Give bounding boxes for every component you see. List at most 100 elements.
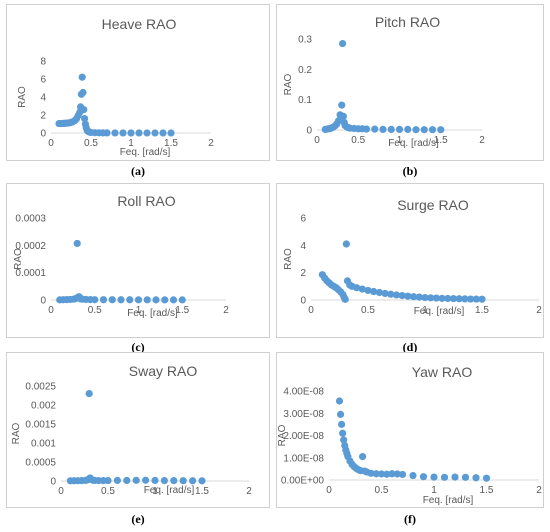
data-point xyxy=(339,112,347,120)
x-tick-label: 1.5 xyxy=(164,138,178,149)
y-tick-label: 0.2 xyxy=(298,65,312,76)
x-tick-label: 0 xyxy=(48,138,54,149)
data-point xyxy=(410,293,418,301)
x-tick-label: 0.5 xyxy=(84,138,98,149)
data-point xyxy=(398,292,406,300)
x-axis-label: Feq. [rad/s] xyxy=(414,306,465,317)
y-tick-label: 3.00E-08 xyxy=(283,409,324,420)
chart-panel-pitch: Pitch RAO 0 0.5 1 1.5 2 0 0.1 0.2 0.3 Feq. [rad/s]… xyxy=(276,4,544,161)
chart-title: Surge RAO xyxy=(397,197,469,213)
x-tick-label: 0.5 xyxy=(101,486,115,497)
x-tick-label: 0 xyxy=(326,485,332,496)
heave-chart-svg: Heave RAO 0 0.5 1 1.5 2 0 2 4 6 8 Feq. [rad/s] RAO xyxy=(17,16,214,158)
data-point xyxy=(126,296,134,304)
data-point xyxy=(419,473,428,481)
data-point xyxy=(167,129,175,137)
pitch-chart-svg: Pitch RAO 0 0.5 1 1.5 2 0 0.1 0.2 0.3 Feq. [rad/s]… xyxy=(283,14,485,149)
y-tick-label: 2 xyxy=(40,111,46,122)
data-point xyxy=(455,295,463,303)
data-point xyxy=(451,473,459,481)
data-point xyxy=(472,474,480,482)
x-tick-label: 2 xyxy=(536,305,542,316)
y-tick-label: 6 xyxy=(300,214,306,225)
data-point xyxy=(178,296,186,304)
x-tick-label: 2 xyxy=(208,138,214,149)
data-point xyxy=(379,125,387,133)
data-point xyxy=(81,115,89,123)
y-tick-label: 2.00E-08 xyxy=(283,431,324,442)
data-point xyxy=(362,125,371,133)
chart-title: Sway RAO xyxy=(129,363,198,379)
x-axis-label: Feq. [rad/s] xyxy=(120,147,171,158)
data-point xyxy=(392,291,401,299)
data-point xyxy=(127,129,135,137)
data-point xyxy=(404,125,412,133)
data-point xyxy=(80,106,88,114)
y-tick-label: 1.00E-08 xyxy=(283,453,324,464)
data-point xyxy=(472,295,480,303)
data-point xyxy=(342,240,350,248)
data-point xyxy=(383,470,391,478)
caption-e: (e) xyxy=(131,512,145,526)
data-point xyxy=(381,289,389,298)
data-point xyxy=(198,477,206,485)
data-point xyxy=(78,73,86,81)
x-tick-label: 1.5 xyxy=(195,486,209,497)
y-tick-label: 0.0025 xyxy=(25,382,56,393)
data-point xyxy=(358,285,366,293)
chart-title: Roll RAO xyxy=(117,193,175,209)
data-point xyxy=(151,129,159,137)
data-point xyxy=(398,470,407,479)
data-point xyxy=(170,477,178,485)
x-tick-label: 0.5 xyxy=(88,305,102,316)
y-axis-label: RAO xyxy=(283,73,294,95)
data-point xyxy=(123,476,131,485)
chart-panel-yaw: Yaw RAO 0 0.5 1 1.5 2 0.00E+00 1.00E-08 2.00E-08… xyxy=(276,352,544,508)
x-tick-label: 1.5 xyxy=(475,305,489,316)
data-point xyxy=(338,101,346,109)
y-tick-label: 0.0001 xyxy=(15,268,46,279)
data-point xyxy=(159,129,167,137)
data-point xyxy=(336,410,345,418)
data-point xyxy=(449,295,458,303)
data-point xyxy=(393,470,401,478)
data-point xyxy=(371,125,379,133)
y-axis-label: RAO xyxy=(277,424,288,446)
y-axis-label: RAO xyxy=(17,86,28,108)
data-point xyxy=(461,473,470,481)
data-point xyxy=(73,239,81,248)
y-tick-label: 0.0015 xyxy=(25,420,56,431)
surge-chart-svg: Surge RAO 0 0.5 1 1.5 2 0 2 4 6 Feq. [rad/s] RAO xyxy=(283,197,542,317)
x-tick-label: 2 xyxy=(536,485,542,496)
data-point xyxy=(152,296,160,304)
data-point xyxy=(142,476,150,484)
x-tick-label: 0 xyxy=(58,486,64,497)
data-point xyxy=(143,129,151,137)
y-tick-label: 4 xyxy=(300,241,306,252)
data-point xyxy=(440,473,449,481)
chart-title: Pitch RAO xyxy=(375,14,440,30)
data-point xyxy=(467,295,475,303)
x-axis-label: Feq. [rad/s] xyxy=(144,485,195,496)
data-point xyxy=(415,293,423,301)
x-tick-label: 1 xyxy=(431,485,437,496)
data-point xyxy=(334,117,343,125)
chart-panel-surge: Surge RAO 0 0.5 1 1.5 2 0 2 4 6 Feq. [rad/s] RAO xyxy=(276,183,544,338)
data-point xyxy=(85,390,93,398)
x-tick-label: 0.5 xyxy=(351,135,365,146)
data-point xyxy=(104,476,112,485)
data-point xyxy=(353,284,361,292)
y-tick-label: 0.0005 xyxy=(25,458,56,469)
data-point xyxy=(388,470,396,478)
data-point xyxy=(340,436,348,444)
data-point xyxy=(169,296,178,304)
x-tick-label: 0 xyxy=(308,305,314,316)
chart-panel-roll: Roll RAO 0 0.5 1 1.5 2 0 0.0001 0.0002 0.0003 Feq.… xyxy=(6,183,270,338)
data-point xyxy=(341,295,349,303)
x-tick-label: 1 xyxy=(152,486,158,497)
data-point xyxy=(335,397,344,405)
data-point xyxy=(377,470,386,478)
x-tick-label: 0.5 xyxy=(375,485,389,496)
data-point xyxy=(438,294,446,302)
data-point xyxy=(478,295,486,303)
